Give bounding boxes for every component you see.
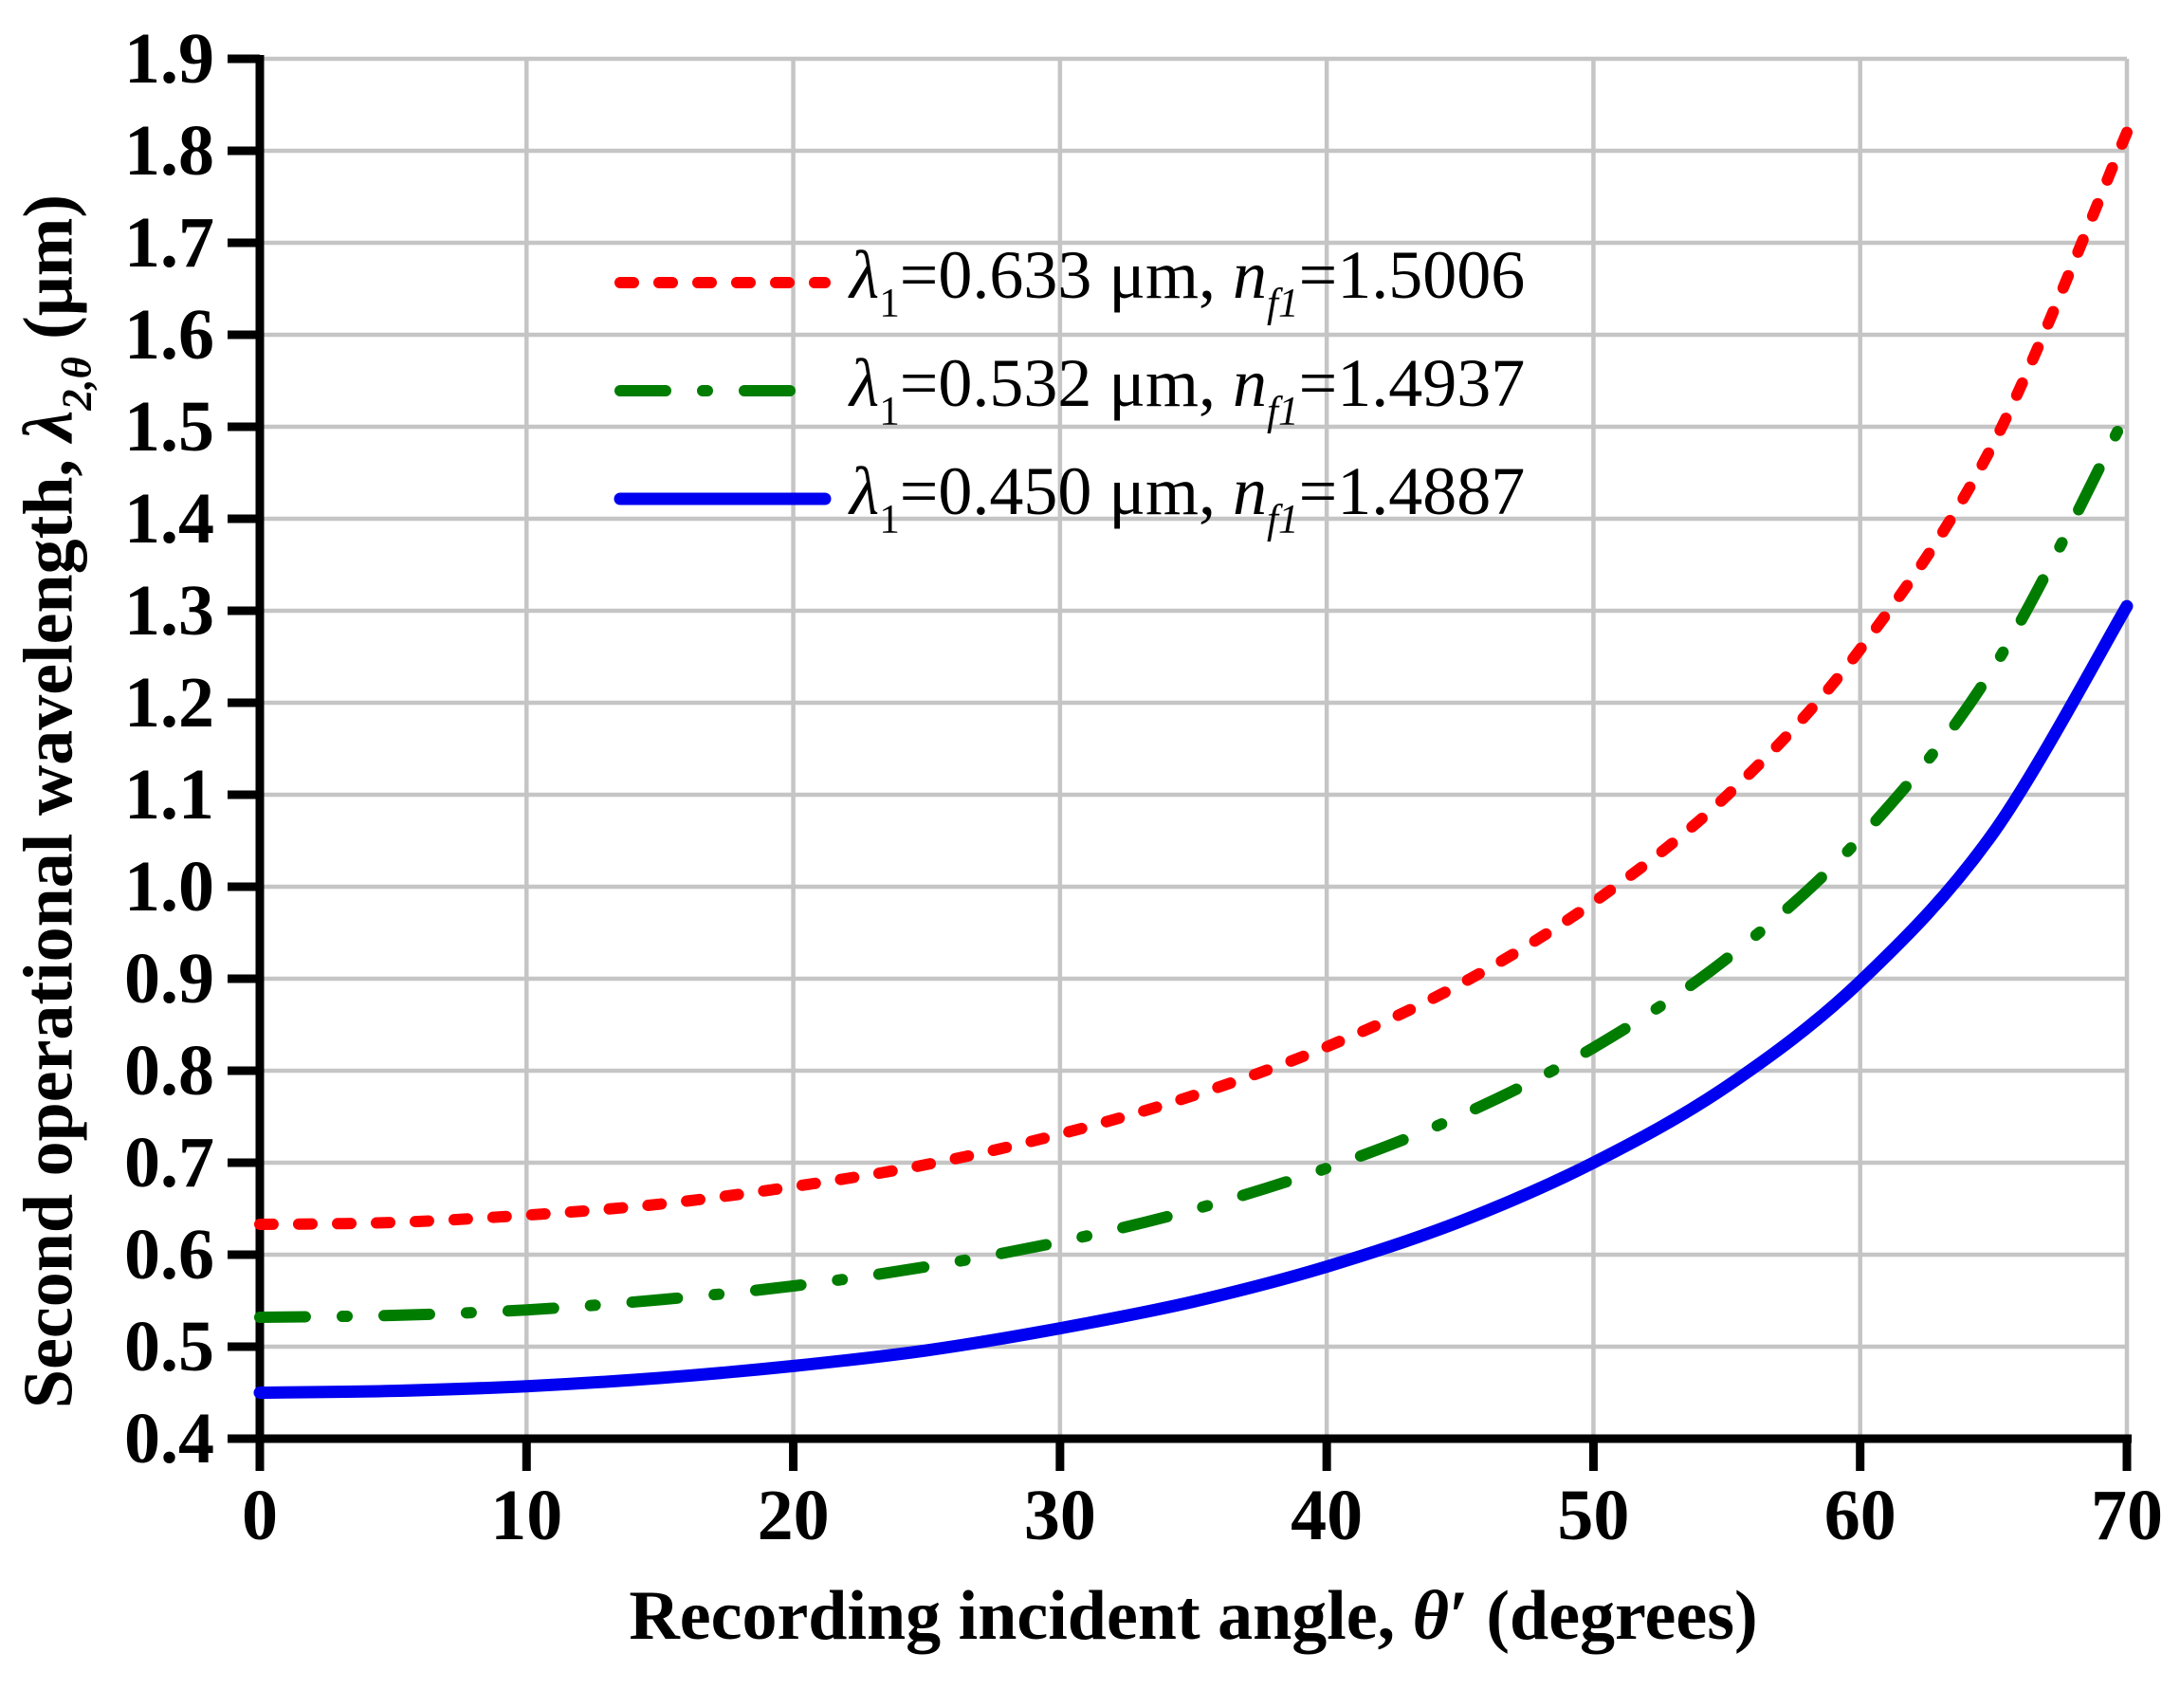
legend-item-blue: λ1=0.450 μm, nf1=1.4887 bbox=[613, 457, 1525, 541]
y-tick-label: 1.1 bbox=[124, 755, 214, 835]
y-axis-title: Second operational wavelength, λ2,θ (μm) bbox=[9, 194, 101, 1408]
x-tick-label: 40 bbox=[1291, 1476, 1364, 1555]
curve-lambda1-0.633 bbox=[254, 126, 2133, 1230]
theta-symbol: θ bbox=[1412, 1577, 1450, 1655]
x-axis-title-unit: (degrees) bbox=[1468, 1577, 1758, 1655]
legend-line-blue-solid bbox=[614, 492, 832, 505]
x-tick-label: 20 bbox=[757, 1476, 830, 1555]
x-axis-title: Recording incident angle, θ′ (degrees) bbox=[284, 1576, 2102, 1657]
legend-item-green: λ1=0.532 μm, nf1=1.4937 bbox=[613, 349, 1525, 432]
y-tick-label: 1.5 bbox=[124, 387, 214, 467]
y-tick-label: 0.6 bbox=[124, 1215, 214, 1295]
y-axis-title-text: Second operational wavelength, bbox=[9, 441, 88, 1409]
legend-label: λ1=0.633 μm, nf1=1.5006 bbox=[850, 237, 1526, 326]
x-tick-label: 30 bbox=[1023, 1476, 1096, 1555]
lambda-subscript: 2,θ bbox=[52, 357, 101, 411]
lambda-symbol: λ bbox=[9, 410, 88, 442]
x-tick-label: 50 bbox=[1557, 1476, 1630, 1555]
x-tick-label: 10 bbox=[490, 1476, 563, 1555]
y-tick-label: 1.2 bbox=[124, 663, 214, 743]
y-tick-label: 1.3 bbox=[124, 571, 214, 651]
y-tick-label: 0.4 bbox=[124, 1399, 214, 1478]
curve-lambda1-0.450 bbox=[253, 599, 2134, 1399]
legend-line-green-dashdot bbox=[614, 385, 831, 396]
y-tick-label: 1.4 bbox=[124, 479, 214, 559]
y-axis-title-unit: (μm) bbox=[9, 193, 88, 358]
prime-symbol: ′ bbox=[1449, 1577, 1469, 1655]
x-tick-label: 0 bbox=[242, 1476, 278, 1555]
y-tick-label: 1.6 bbox=[124, 295, 214, 375]
y-tick-label: 0.5 bbox=[124, 1307, 214, 1387]
y-tick-label: 1.9 bbox=[124, 19, 214, 99]
legend-item-red: λ1=0.633 μm, nf1=1.5006 bbox=[613, 241, 1525, 324]
y-tick-label: 0.9 bbox=[124, 939, 214, 1019]
legend-label: λ1=0.450 μm, nf1=1.4887 bbox=[850, 453, 1526, 542]
y-tick-label: 1.8 bbox=[124, 111, 214, 191]
y-tick-label: 1.7 bbox=[124, 203, 214, 283]
legend-label: λ1=0.532 μm, nf1=1.4937 bbox=[850, 345, 1526, 434]
y-tick-label: 1.0 bbox=[124, 847, 214, 927]
x-tick-label: 60 bbox=[1823, 1476, 1896, 1555]
x-axis-title-text: Recording incident angle, bbox=[629, 1577, 1413, 1655]
y-tick-label: 0.7 bbox=[124, 1123, 214, 1203]
x-tick-label: 70 bbox=[2091, 1476, 2163, 1555]
legend-line-red-dashed bbox=[614, 277, 831, 288]
curve-lambda1-0.532 bbox=[254, 407, 2133, 1323]
y-tick-label: 0.8 bbox=[124, 1031, 214, 1111]
